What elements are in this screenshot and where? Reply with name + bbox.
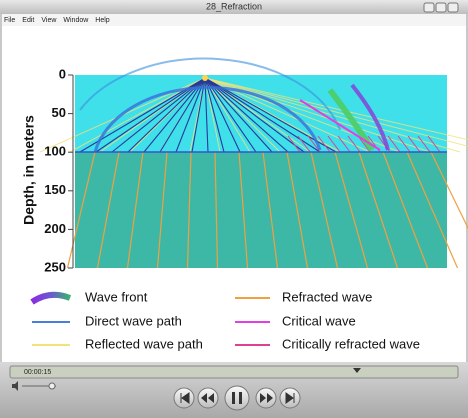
source — [202, 75, 208, 81]
legend-label: Critical wave — [282, 313, 356, 328]
window-title: 28_Refraction — [206, 1, 262, 11]
legend-label: Direct wave path — [85, 313, 182, 328]
time: 00:00:15 — [24, 369, 51, 376]
y-axis-label: Depth, in meters — [21, 115, 37, 225]
menu-item[interactable]: View — [41, 17, 57, 24]
legend-label: Reflected wave path — [85, 336, 203, 351]
minimize-button[interactable] — [424, 3, 434, 12]
legend-label: Critically refracted wave — [282, 336, 420, 351]
maximize-button[interactable] — [436, 3, 446, 12]
timeline[interactable] — [10, 366, 458, 378]
y-tick-label: 50 — [52, 105, 66, 120]
menu-item[interactable]: Window — [63, 17, 89, 24]
y-tick-label: 100 — [44, 144, 66, 159]
legend-label: Wave front — [85, 289, 148, 304]
menu-item[interactable]: File — [4, 17, 15, 24]
legend-label: Refracted wave — [282, 289, 372, 304]
y-tick-label: 0 — [59, 66, 66, 81]
page: 28_Refraction File Edit View Window Help Dep… — [0, 0, 468, 418]
pause-button[interactable] — [225, 386, 249, 410]
volume-knob[interactable] — [49, 383, 55, 389]
close-button[interactable] — [448, 3, 458, 12]
menu-item[interactable]: Edit — [22, 17, 34, 24]
window-buttons — [424, 3, 458, 12]
y-tick-label: 250 — [44, 259, 66, 274]
plot — [40, 59, 468, 268]
player-window: 28_Refraction File Edit View Window Help Dep… — [0, 0, 468, 418]
y-tick-label: 200 — [44, 221, 66, 236]
menu-item[interactable]: Help — [95, 17, 110, 24]
y-tick-label: 150 — [44, 182, 66, 197]
